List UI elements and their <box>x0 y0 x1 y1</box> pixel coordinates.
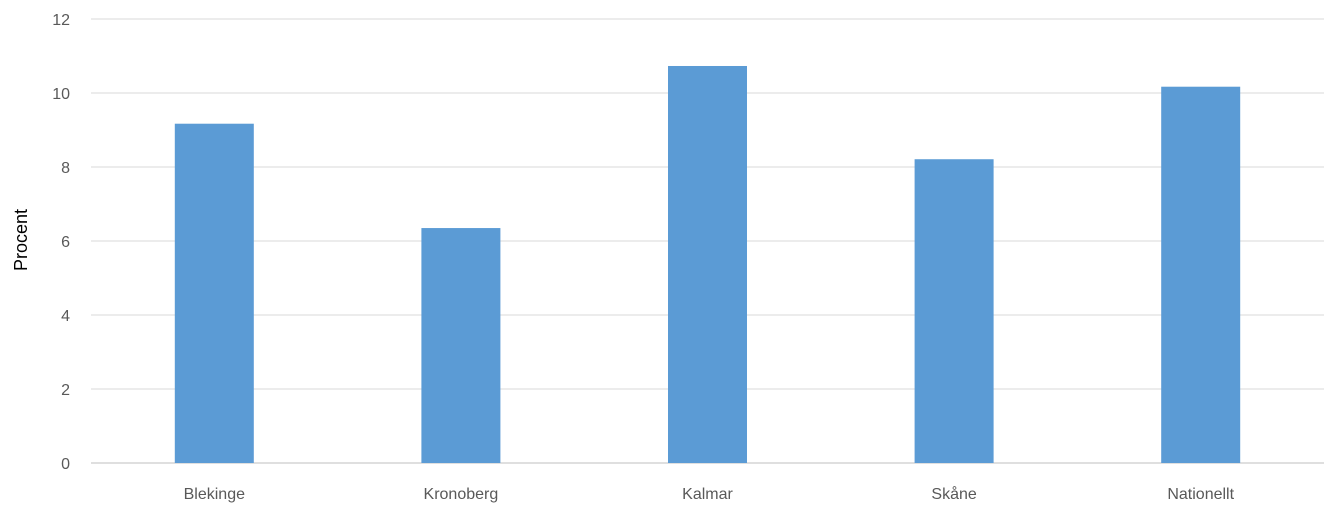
y-tick-label: 2 <box>61 382 70 399</box>
x-category-label: Skåne <box>931 485 976 503</box>
bars <box>174 65 1241 464</box>
bar-kronoberg <box>421 228 501 463</box>
x-category-label: Kalmar <box>682 486 733 503</box>
bar-kalmar <box>668 65 747 464</box>
y-axis-ticks: 0 2 4 6 8 10 12 <box>52 12 70 473</box>
y-tick-label: 12 <box>52 12 70 29</box>
bar-nationellt <box>1161 86 1241 464</box>
y-tick-label: 8 <box>61 160 70 177</box>
y-tick-label: 0 <box>61 456 70 473</box>
y-tick-label: 4 <box>61 308 70 325</box>
x-category-label: Nationellt <box>1167 486 1234 503</box>
x-axis-categories: Blekinge Kronoberg Kalmar Skåne Nationellt <box>184 485 1235 503</box>
bar-blekinge <box>174 123 254 464</box>
y-axis-label: Procent <box>11 209 31 271</box>
x-category-label: Blekinge <box>184 486 245 503</box>
y-tick-label: 6 <box>61 234 70 251</box>
x-category-label: Kronoberg <box>424 486 499 503</box>
bar-skåne <box>914 159 994 464</box>
y-tick-label: 10 <box>52 86 70 103</box>
